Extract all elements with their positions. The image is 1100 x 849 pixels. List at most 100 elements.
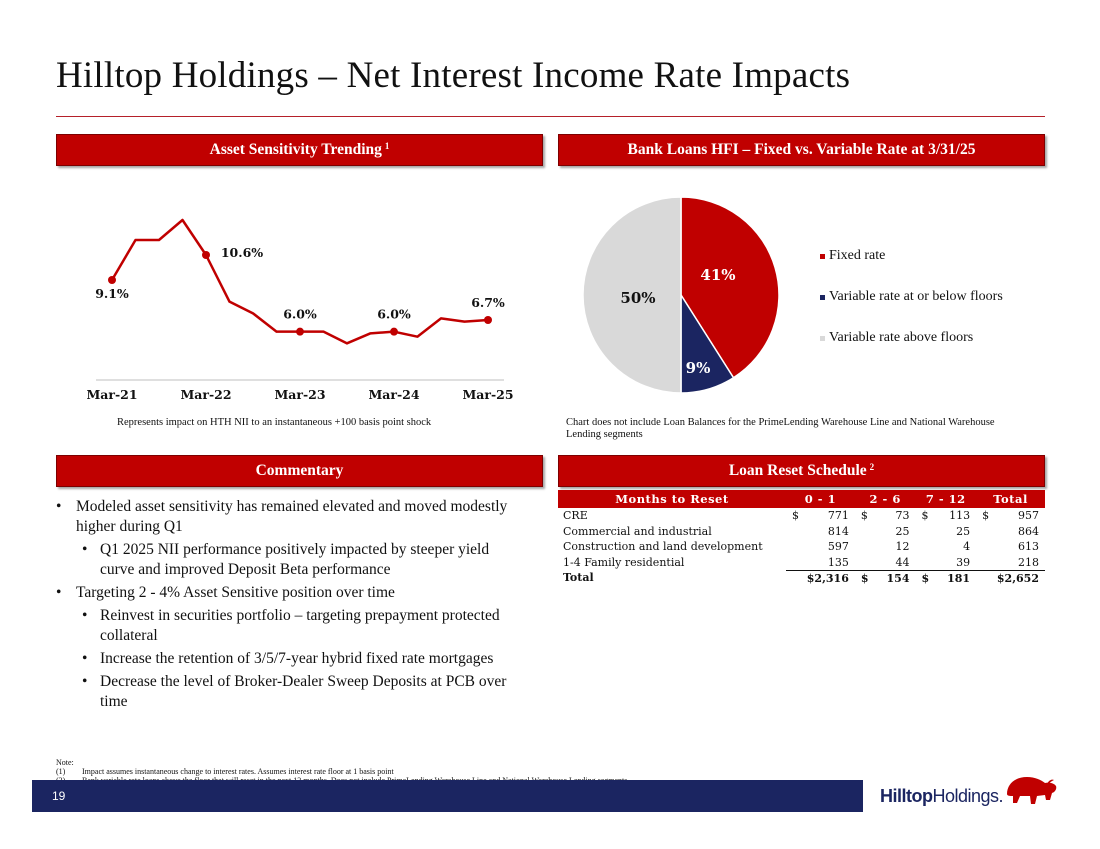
row-label: Commercial and industrial [563, 524, 712, 538]
commentary-list: Modeled asset sensitivity has remained e… [56, 497, 526, 715]
currency-spacer [855, 524, 869, 540]
asset-sensitivity-header: Asset Sensitivity Trending 1 [56, 134, 543, 166]
footnote-number: (1) [56, 767, 66, 776]
logo-wordmark-bold: Hilltop [880, 786, 933, 806]
data-point-marker [202, 251, 210, 259]
commentary-bullet: Targeting 2 - 4% Asset Sensitive positio… [56, 583, 526, 603]
data-point-marker [108, 276, 116, 284]
series-line [110, 218, 489, 345]
table-row: Construction and land development 597 12… [558, 539, 1045, 555]
commentary-sub-bullet: Increase the retention of 3/5/7-year hyb… [56, 649, 526, 669]
x-tick-label: Mar-23 [274, 387, 325, 402]
footnote-text: Impact assumes instantaneous change to i… [82, 767, 394, 776]
currency-spacer [976, 539, 990, 555]
currency-spacer [915, 554, 930, 571]
cell-value: 12 [895, 540, 910, 554]
cell-value: 864 [1018, 524, 1039, 538]
footnote-ref-2: 2 [869, 462, 875, 472]
legend-swatch [820, 254, 825, 259]
currency-spacer [976, 524, 990, 540]
loan-mix-pie-chart: 41% 9% 50% Fixed rate Variable rate at or be… [582, 196, 1003, 394]
slice-label: 50% [620, 289, 655, 307]
currency-spacer [976, 554, 991, 571]
data-label: 9.1% [95, 286, 129, 301]
total-value: 154 [886, 571, 910, 585]
currency-spacer [855, 539, 869, 555]
currency-spacer [786, 554, 800, 571]
cell-value: 814 [827, 524, 849, 538]
x-tick-label: Mar-21 [86, 387, 137, 402]
commentary-sub-bullet: Decrease the level of Broker-Dealer Swee… [56, 672, 526, 712]
cell-value: 218 [990, 554, 1045, 571]
slice-label: 41% [700, 266, 735, 284]
table-row: 1-4 Family residential 135 44 39 218 [558, 554, 1045, 571]
bank-loans-header: Bank Loans HFI – Fixed vs. Variable Rate… [558, 134, 1045, 166]
data-point-marker [296, 327, 304, 336]
currency-spacer [786, 539, 800, 555]
pie-slice [582, 196, 682, 394]
column-header: 0 - 1 [786, 490, 855, 508]
logo-wordmark: Holdings. [932, 786, 1004, 806]
cell-value: 73 [895, 509, 910, 523]
x-tick-label: Mar-25 [462, 387, 513, 402]
data-label: 6.0% [283, 307, 317, 322]
data-label: 10.6% [221, 245, 263, 260]
table-header-row: Months to Reset 0 - 1 2 - 6 7 - 12 Total [558, 490, 1045, 508]
cell-value: 957 [1018, 509, 1039, 523]
cell-value: 44 [868, 554, 916, 571]
data-point-marker [484, 316, 492, 324]
data-label: 6.0% [377, 307, 411, 322]
commentary-sub-bullet: Reinvest in securities portfolio – targe… [56, 606, 526, 646]
asset-sensitivity-header-label: Asset Sensitivity Trending [209, 141, 382, 158]
cell-value: 597 [827, 540, 849, 554]
commentary-header: Commentary [56, 455, 543, 487]
currency-symbol: $ [921, 509, 929, 523]
footer-bar [32, 780, 863, 812]
slice-label: 9% [686, 359, 711, 377]
data-point-marker [390, 327, 398, 336]
table-row: CRE $ 771 $ 73 $ 113 $ 957 [558, 508, 1045, 524]
legend-label: Fixed rate [829, 248, 885, 263]
commentary-sub-bullet: Q1 2025 NII performance positively impac… [56, 540, 526, 580]
cell-value: 771 [827, 509, 849, 523]
currency-spacer [854, 554, 869, 571]
total-label: Total [563, 571, 594, 585]
pie-chart-caption: Chart does not include Loan Balances for… [566, 417, 995, 440]
loan-reset-table: Months to Reset 0 - 1 2 - 6 7 - 12 Total… [558, 490, 1045, 586]
currency-symbol: $ [860, 571, 869, 585]
bison-logo-icon [1007, 777, 1057, 804]
currency-symbol: $ [921, 571, 930, 585]
company-logo: HilltopHoldings. [880, 786, 1004, 807]
loan-reset-header: Loan Reset Schedule 2 [558, 455, 1045, 487]
currency-spacer [915, 524, 929, 540]
cell-value: 4 [963, 540, 971, 554]
currency-symbol: $ [982, 509, 990, 523]
cell-value: 613 [1018, 540, 1039, 554]
table-total-row: Total $2,316 $ 154 $ 181 $2,652 [558, 570, 1045, 586]
data-label: 6.7% [471, 295, 505, 310]
note-label: Note: [56, 758, 74, 767]
total-value: $2,316 [806, 571, 849, 585]
column-header: 2 - 6 [854, 490, 916, 508]
currency-spacer [915, 539, 929, 555]
legend-label: Variable rate above floors [829, 330, 973, 345]
cell-value: 25 [895, 524, 910, 538]
column-header: 7 - 12 [915, 490, 977, 508]
x-tick-label: Mar-24 [368, 387, 419, 402]
currency-symbol: $ [860, 509, 868, 523]
currency-spacer [786, 524, 800, 540]
loan-reset-header-label: Loan Reset Schedule [728, 462, 867, 479]
x-tick-label: Mar-22 [180, 387, 231, 402]
page-title: Hilltop Holdings – Net Interest Income R… [56, 55, 851, 96]
cell-value: 113 [949, 509, 971, 523]
cell-value: 25 [956, 524, 971, 538]
page-number: 19 [52, 789, 66, 803]
footnote-1: (1) Impact assumes instantaneous change … [56, 767, 627, 776]
total-value: 181 [947, 571, 971, 585]
row-label: 1-4 Family residential [563, 555, 685, 569]
commentary-bullet: Modeled asset sensitivity has remained e… [56, 497, 526, 537]
title-divider [56, 116, 1045, 117]
row-label: CRE [563, 509, 588, 523]
table-row: Commercial and industrial 814 25 25 864 [558, 524, 1045, 540]
line-chart-caption: Represents impact on HTH NII to an insta… [117, 417, 432, 428]
